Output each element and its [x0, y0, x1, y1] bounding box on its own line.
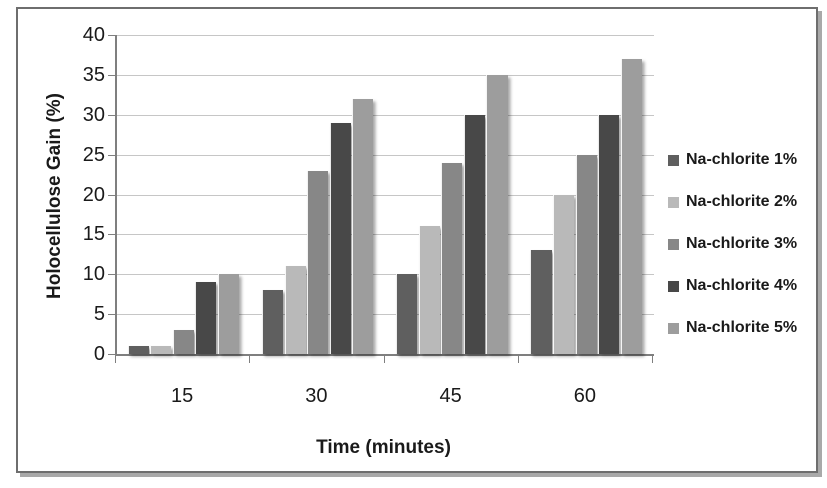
x-axis-tick — [517, 356, 519, 363]
legend: Na-chlorite 1% Na-chlorite 2% Na-chlorite … — [668, 150, 797, 338]
y-tick-label: 0 — [93, 343, 105, 365]
y-axis-tick — [108, 274, 115, 276]
legend-label: Na-chlorite 2% — [686, 193, 798, 210]
gridline — [117, 314, 654, 316]
legend-label: Na-chlorite 3% — [686, 235, 798, 252]
legend-label: Na-chlorite 5% — [686, 319, 798, 336]
y-tick-label: 30 — [82, 103, 105, 126]
bar-45min-series5 — [486, 74, 508, 354]
x-axis-tick — [383, 356, 385, 363]
y-axis-tick — [108, 194, 115, 196]
y-axis-tick — [108, 314, 115, 316]
legend-item-3: Na-chlorite 3% — [668, 234, 797, 254]
y-axis-tick — [108, 35, 115, 36]
x-tick-label: 30 — [305, 385, 328, 407]
gridline — [117, 74, 654, 76]
legend-label: Na-chlorite 4% — [686, 277, 798, 294]
legend-marker-icon — [668, 280, 679, 292]
x-axis-tick — [249, 356, 251, 363]
bar-45min-series1 — [396, 274, 418, 354]
legend-marker-icon — [668, 322, 679, 334]
y-tick-label: 5 — [93, 303, 105, 326]
bar-15min-series5 — [217, 274, 239, 354]
legend-item-2: Na-chlorite 2% — [668, 192, 797, 212]
x-tick-label: 45 — [439, 385, 462, 407]
bar-30min-series4 — [329, 122, 351, 354]
legend-marker-icon — [668, 238, 679, 250]
y-axis-tick — [108, 354, 115, 355]
legend-item-1: Na-chlorite 1% — [668, 150, 797, 170]
bar-15min-series1 — [127, 346, 149, 354]
y-tick-label: 35 — [82, 63, 105, 86]
bar-15min-series3 — [172, 330, 194, 354]
bar-60min-series5 — [620, 58, 642, 354]
x-axis-tick — [652, 356, 653, 363]
legend-item-5: Na-chlorite 5% — [668, 318, 797, 338]
bar-60min-series3 — [575, 154, 597, 354]
y-tick-label: 15 — [82, 223, 105, 246]
y-axis-tick — [108, 234, 115, 236]
y-axis-tick — [108, 114, 115, 116]
gridline — [117, 114, 654, 116]
x-tick-label: 15 — [171, 385, 194, 407]
bar-30min-series5 — [352, 98, 374, 354]
gridline — [117, 274, 654, 276]
gridline — [117, 234, 654, 236]
legend-item-4: Na-chlorite 4% — [668, 276, 797, 296]
y-tick-label: 40 — [82, 24, 105, 46]
bar-45min-series2 — [418, 226, 440, 354]
bar-60min-series1 — [530, 250, 552, 354]
x-tick-label: 60 — [573, 385, 596, 407]
legend-label: Na-chlorite 1% — [686, 151, 798, 168]
bar-30min-series1 — [261, 290, 284, 354]
bar-45min-series3 — [441, 162, 463, 354]
bar-30min-series3 — [307, 170, 329, 354]
y-axis-tick — [108, 74, 115, 76]
legend-marker-icon — [668, 154, 679, 166]
plot-area — [115, 35, 654, 356]
bar-45min-series4 — [463, 114, 485, 354]
chart-frame: Holocellulose Gain (%) Time (minutes) Na… — [16, 7, 818, 473]
legend-marker-icon — [668, 196, 679, 208]
y-tick-label: 25 — [82, 143, 105, 166]
x-axis-tick — [115, 356, 116, 363]
gridline — [117, 35, 654, 36]
x-axis-title: Time (minutes) — [316, 437, 451, 458]
bar-15min-series2 — [150, 346, 172, 354]
bar-15min-series4 — [195, 282, 217, 354]
y-axis-tick — [108, 154, 115, 156]
gridline — [117, 194, 654, 196]
y-tick-label: 20 — [82, 183, 105, 206]
bar-30min-series2 — [284, 266, 306, 354]
bar-60min-series2 — [553, 194, 575, 354]
bar-60min-series4 — [598, 114, 620, 354]
gridline — [117, 154, 654, 156]
y-tick-label: 10 — [82, 263, 105, 286]
